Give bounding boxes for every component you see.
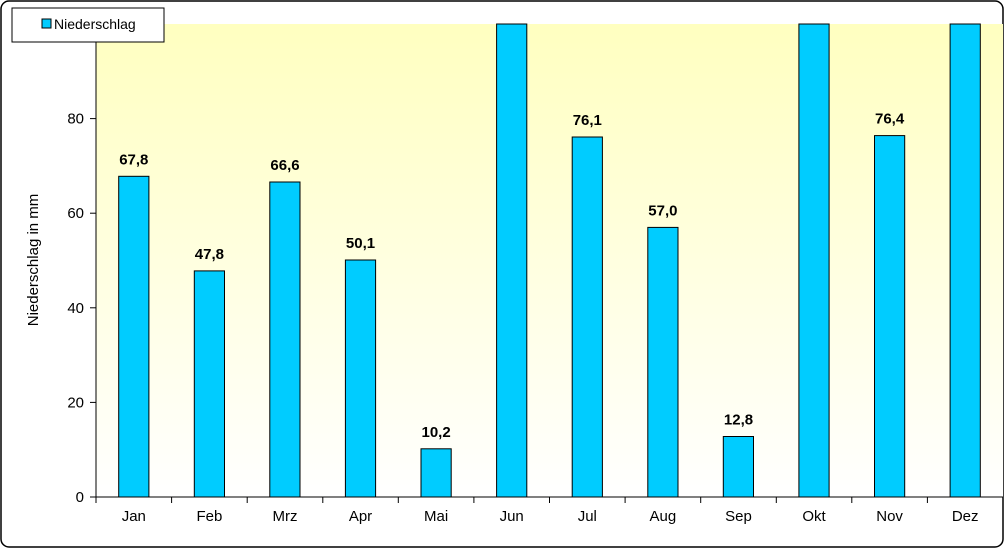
- x-tick-label-nov: Nov: [876, 508, 903, 525]
- bar-jan: [118, 175, 150, 498]
- legend-box: [11, 7, 165, 43]
- data-label-jul: 76,1: [573, 112, 602, 129]
- x-tick-label-mai: Mai: [424, 508, 448, 525]
- bar-apr: [344, 259, 377, 498]
- data-label-sep: 12,8: [724, 412, 753, 429]
- y-tick-group: 0 20 40 60 80: [67, 111, 96, 506]
- data-label-jan: 67,8: [119, 151, 148, 168]
- data-label-nov: 76,4: [875, 111, 905, 128]
- bar-sep: [722, 436, 754, 498]
- legend-swatch: [41, 18, 52, 29]
- bar-feb: [193, 270, 226, 498]
- y-tick-label-60: 60: [67, 205, 84, 222]
- legend: Niederschlag: [11, 7, 165, 43]
- y-tick-label-20: 20: [67, 394, 84, 411]
- bar-mrz: [269, 181, 301, 498]
- data-label-apr: 50,1: [346, 235, 375, 252]
- bar-group: [118, 23, 981, 498]
- data-label-aug: 57,0: [648, 202, 677, 219]
- x-tick-group: Jan Feb Mrz Apr Mai Jun Jul Aug Sep Okt Nov Dez: [95, 497, 1004, 525]
- data-label-group: 67,8 47,8 66,6 50,1 10,2 76,1 57,0 12,8 76,4: [119, 111, 905, 441]
- x-tick-label-sep: Sep: [725, 508, 752, 525]
- data-label-mai: 10,2: [421, 424, 450, 441]
- legend-label: Niederschlag: [54, 16, 136, 32]
- y-tick-label-80: 80: [67, 111, 84, 128]
- bar-dez: [949, 23, 981, 498]
- x-tick-label-jun: Jun: [500, 508, 524, 525]
- x-tick-label-dez: Dez: [952, 508, 979, 525]
- y-axis-title: Niederschlag in mm: [25, 194, 42, 327]
- x-tick-label-apr: Apr: [349, 508, 372, 525]
- x-tick-label-jan: Jan: [122, 508, 146, 525]
- y-tick-label-0: 0: [76, 489, 84, 506]
- bar-jun: [496, 23, 528, 498]
- x-tick-label-mrz: Mrz: [273, 508, 298, 525]
- data-label-mrz: 66,6: [270, 157, 299, 174]
- y-tick-label-40: 40: [67, 300, 84, 317]
- bar-okt: [798, 23, 830, 498]
- plot-area: [96, 24, 1003, 497]
- x-tick-label-aug: Aug: [650, 508, 677, 525]
- bar-mai: [420, 448, 452, 498]
- x-tick-label-okt: Okt: [802, 508, 826, 525]
- x-tick-label-feb: Feb: [196, 508, 222, 525]
- bar-nov: [874, 135, 906, 498]
- bar-aug: [647, 226, 679, 498]
- x-tick-label-jul: Jul: [578, 508, 597, 525]
- data-label-feb: 47,8: [195, 246, 224, 263]
- bar-jul: [571, 136, 603, 498]
